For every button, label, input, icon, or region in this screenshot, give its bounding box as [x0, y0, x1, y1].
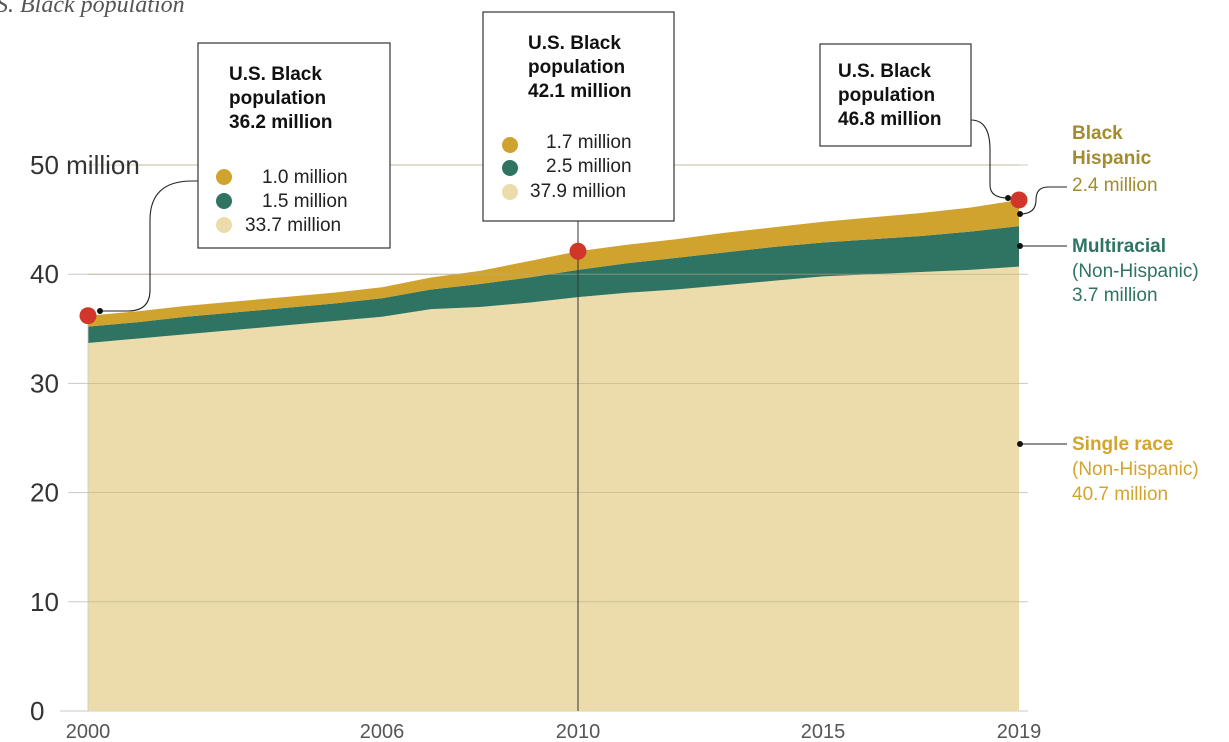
total-markers: [79, 191, 1028, 325]
callout-2010-multiracial-swatch: [502, 160, 518, 176]
callout-2010-hispanic-swatch: [502, 137, 518, 153]
y-tick-label-40: 40: [30, 259, 59, 289]
y-tick-label-20: 20: [30, 478, 59, 508]
x-axis-ticks: 2000 2006 2010 2015 2019: [66, 721, 1042, 742]
stacked-areas: [88, 199, 1019, 711]
callout-2000-title-1: U.S. Black: [229, 64, 322, 85]
x-tick-label-2000: 2000: [66, 721, 111, 742]
label-hispanic-3: 2.4 million: [1072, 175, 1158, 196]
callout-2000: U.S. Black population 36.2 million 1.0 m…: [197, 42, 391, 249]
leader-lines: [97, 119, 1067, 711]
callout-2000-single-value: 33.7 million: [245, 215, 341, 236]
callout-2019-box: [819, 43, 972, 147]
callout-2000-title-2: population: [229, 88, 326, 109]
label-multiracial-3: 3.7 million: [1072, 285, 1158, 306]
total-marker-2019: [1010, 191, 1028, 209]
label-hispanic-1: Black: [1072, 123, 1123, 144]
callout-2010-title-3: 42.1 million: [528, 81, 631, 102]
callout-2000-hispanic-swatch: [216, 169, 232, 185]
series-labels: Black Hispanic 2.4 million Multiracial (…: [1072, 123, 1199, 505]
callout-2019-title-3: 46.8 million: [838, 109, 941, 130]
total-marker-2000: [79, 307, 97, 325]
y-tick-label-0: 0: [30, 696, 44, 726]
callout-2000-title-3: 36.2 million: [229, 112, 332, 133]
area-black-hispanic: [88, 199, 1019, 327]
x-tick-label-2015: 2015: [801, 721, 846, 742]
chart-subtitle: S. Black population: [0, 0, 185, 18]
y-tick-label-30: 30: [30, 368, 59, 398]
callout-2010-title-2: population: [528, 57, 625, 78]
x-tick-label-2019: 2019: [997, 721, 1042, 742]
label-hispanic-2: Hispanic: [1072, 148, 1152, 169]
leader-hispanic-dot: [1017, 211, 1023, 217]
area-single-race: [88, 266, 1019, 711]
y-tick-label-10: 10: [30, 587, 59, 617]
label-single-2: (Non-Hispanic): [1072, 459, 1199, 480]
leader-2000-dot: [97, 308, 103, 314]
callout-2000-multiracial-swatch: [216, 193, 232, 209]
callout-2010-single-value: 37.9 million: [530, 181, 626, 202]
leader-hispanic: [1019, 186, 1067, 215]
callout-2019-title-1: U.S. Black: [838, 61, 931, 82]
callout-2010: U.S. Black population 42.1 million 1.7 m…: [482, 11, 675, 222]
callout-2000-box: [197, 42, 391, 249]
leader-2000: [100, 180, 198, 312]
area-multiracial: [88, 226, 1019, 343]
leader-2019-dot: [1005, 195, 1011, 201]
callout-2010-single-swatch: [502, 184, 518, 200]
label-multiracial-1: Multiracial: [1072, 236, 1166, 257]
callout-2000-hispanic-value: 1.0 million: [262, 167, 348, 188]
callout-2010-title-1: U.S. Black: [528, 33, 621, 54]
x-tick-label-2010: 2010: [556, 721, 601, 742]
label-multiracial-2: (Non-Hispanic): [1072, 261, 1199, 282]
callout-2019: U.S. Black population 46.8 million: [819, 43, 972, 147]
callout-2019-title-2: population: [838, 85, 935, 106]
label-single-3: 40.7 million: [1072, 484, 1168, 505]
label-single-1: Single race: [1072, 434, 1173, 455]
x-tick-label-2006: 2006: [360, 721, 405, 742]
leader-single-race-dot: [1017, 441, 1023, 447]
callout-2010-hispanic-value: 1.7 million: [546, 132, 632, 153]
leader-2019: [970, 119, 1009, 199]
total-marker-2010: [569, 242, 587, 260]
y-tick-label-50: 50 million: [30, 150, 140, 180]
leader-multiracial-dot: [1017, 243, 1023, 249]
callout-2000-single-swatch: [216, 217, 232, 233]
callout-2000-multiracial-value: 1.5 million: [262, 191, 348, 212]
callout-2010-multiracial-value: 2.5 million: [546, 156, 632, 177]
y-axis-ticks: 0 10 20 30 40 50 million: [30, 150, 140, 726]
